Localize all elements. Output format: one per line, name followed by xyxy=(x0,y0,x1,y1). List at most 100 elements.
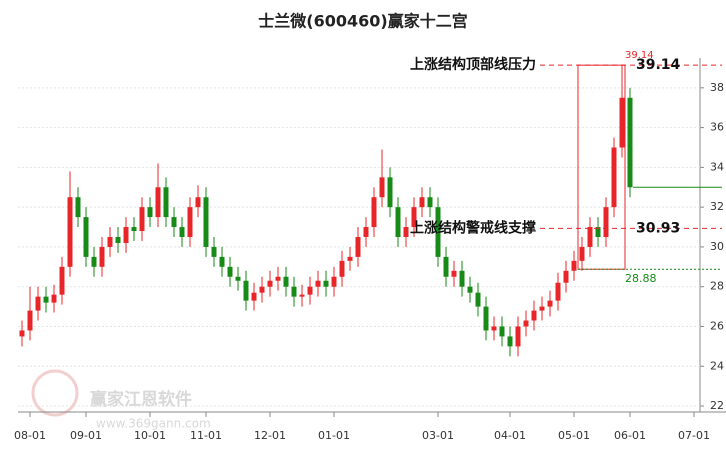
support-label: 上涨结构警戒线支撑 xyxy=(410,219,536,236)
candle-body xyxy=(611,147,617,208)
candle-body xyxy=(211,246,217,257)
candle-body xyxy=(251,292,257,301)
candle-body xyxy=(403,227,409,237)
candle-body xyxy=(339,260,345,277)
candle-body xyxy=(291,286,297,297)
candle-body xyxy=(19,330,25,337)
candle-body xyxy=(459,270,465,287)
candle-body xyxy=(451,270,457,277)
candle-body xyxy=(195,197,201,208)
candle-body xyxy=(331,276,337,287)
candle-body xyxy=(531,310,537,321)
y-tick-label: 28 xyxy=(710,280,724,293)
candle-body xyxy=(555,282,561,301)
y-tick-label: 24 xyxy=(710,359,724,372)
candle-body xyxy=(203,197,209,247)
candle-body xyxy=(107,236,113,247)
candle-body xyxy=(123,227,129,243)
candle-body xyxy=(283,276,289,287)
x-tick-label: 05-01 xyxy=(558,429,590,442)
candle-body xyxy=(347,256,353,261)
candle-body xyxy=(379,177,385,198)
x-tick-label: 01-01 xyxy=(318,429,350,442)
candle-body xyxy=(587,227,593,247)
watermark-url: www.369gann.com xyxy=(96,417,211,431)
x-tick-label: 04-01 xyxy=(494,429,526,442)
candle-body xyxy=(483,306,489,331)
candle-body xyxy=(579,246,585,261)
candle-body xyxy=(147,207,153,218)
candle-body xyxy=(603,207,609,237)
y-tick-label: 22 xyxy=(710,399,724,412)
resistance-value: 39.14 xyxy=(636,57,681,73)
box-low-label: 28.88 xyxy=(625,272,657,285)
y-tick-label: 38 xyxy=(710,81,724,94)
candle-body xyxy=(395,207,401,237)
candle-body xyxy=(243,280,249,301)
candle-body xyxy=(323,280,329,287)
y-tick-label: 34 xyxy=(710,160,724,173)
x-tick-label: 11-01 xyxy=(190,429,222,442)
y-tick-label: 26 xyxy=(710,319,724,332)
candle-body xyxy=(179,227,185,237)
candle-body xyxy=(299,294,305,297)
x-tick-label: 12-01 xyxy=(254,429,286,442)
chart-title: 士兰微(600460)赢家十二宫 xyxy=(258,12,467,31)
x-tick-label: 10-01 xyxy=(134,429,166,442)
candle-body xyxy=(419,197,425,208)
y-tick-label: 32 xyxy=(710,200,724,213)
candle-body xyxy=(43,296,49,303)
candle-body xyxy=(187,207,193,237)
structure-box xyxy=(577,64,626,270)
x-tick-label: 03-01 xyxy=(422,429,454,442)
candle-body xyxy=(563,270,569,283)
candle-body xyxy=(259,286,265,293)
candle-body xyxy=(363,227,369,237)
candle-body xyxy=(515,326,521,347)
candle-body xyxy=(467,286,473,293)
candle-body xyxy=(539,306,545,311)
candle-body xyxy=(475,292,481,307)
candle-body xyxy=(275,276,281,281)
candle-body xyxy=(267,280,273,287)
x-tick-label: 08-01 xyxy=(14,429,46,442)
candle-body xyxy=(139,207,145,232)
candle-body xyxy=(91,256,97,267)
candle-body xyxy=(115,236,121,243)
candle-body xyxy=(307,286,313,295)
candle-body xyxy=(163,187,169,218)
candle-body xyxy=(411,207,417,228)
candle-body xyxy=(35,296,41,311)
candle-body xyxy=(315,280,321,287)
watermark-logo xyxy=(31,369,79,417)
candle-body xyxy=(235,276,241,281)
candle-body xyxy=(59,266,65,295)
candle-body xyxy=(83,217,89,257)
candle-body xyxy=(507,336,513,347)
x-tick-label: 07-01 xyxy=(678,429,710,442)
candle-body xyxy=(227,266,233,277)
candle-body xyxy=(171,217,177,228)
watermark-name: 赢家江恩软件 xyxy=(90,389,192,410)
candle-body xyxy=(619,97,625,148)
y-tick-label: 36 xyxy=(710,121,724,134)
candle-body xyxy=(435,207,441,257)
candle-body xyxy=(75,197,81,218)
support-value: 30.93 xyxy=(636,220,680,236)
candle-body xyxy=(427,197,433,208)
candle-body xyxy=(571,260,577,271)
candle-body xyxy=(355,236,361,257)
candle-body xyxy=(387,177,393,208)
candle-body xyxy=(51,294,57,303)
candle-body xyxy=(67,197,73,267)
candle-body xyxy=(219,256,225,267)
candle-body xyxy=(371,197,377,228)
candle-body xyxy=(627,97,633,188)
x-tick-label: 09-01 xyxy=(70,429,102,442)
resistance-label: 上涨结构顶部线压力 xyxy=(410,56,536,73)
candle-body xyxy=(27,310,33,331)
candle-body xyxy=(443,256,449,277)
y-tick-label: 30 xyxy=(710,240,724,253)
